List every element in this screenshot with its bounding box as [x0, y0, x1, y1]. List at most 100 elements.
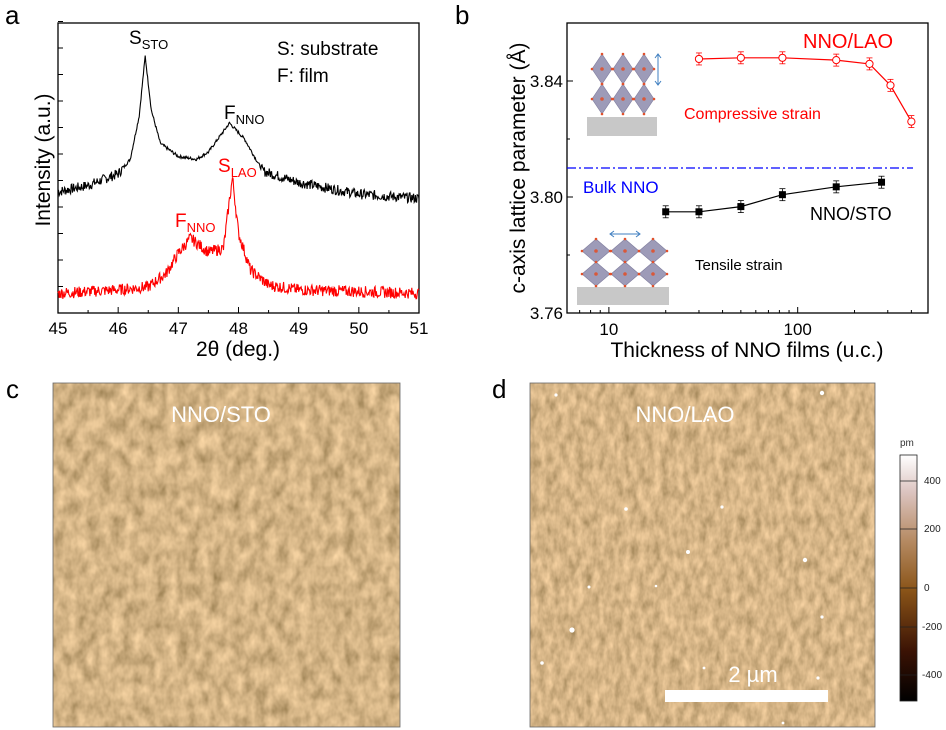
atom [651, 260, 655, 264]
series-line [665, 181, 882, 213]
atom [609, 249, 613, 253]
lattice-chart: 10 100 3.76 3.80 3.84 Thickness of NNO films… [507, 22, 929, 362]
atom [651, 249, 655, 253]
data-point [736, 53, 745, 62]
data-point [737, 203, 745, 211]
atom [590, 97, 594, 101]
xrd-curve-lao [57, 177, 420, 300]
x-tick-label: 49 [289, 319, 308, 338]
data-point [907, 117, 916, 126]
afm-particles [540, 390, 825, 725]
x-tick-label: 100 [784, 320, 812, 339]
atom [623, 260, 627, 264]
atom [642, 112, 646, 116]
colorbar-tick: 400 [924, 476, 941, 487]
atom [590, 67, 594, 71]
data-point [865, 59, 874, 68]
legend-film: F: film [277, 66, 329, 87]
atom [642, 67, 646, 71]
annotation-f-nno-black: FNNO [224, 103, 265, 127]
y-axis-label-a: Intensity (a.u.) [32, 93, 55, 226]
x-tick-label: 10 [599, 320, 618, 339]
x-tick-label: 48 [229, 319, 248, 338]
compressive-lattice-inset [587, 52, 662, 136]
atom [580, 249, 584, 253]
atom [621, 112, 625, 116]
atom [600, 97, 604, 101]
bulk-nno-label: Bulk NNO [583, 178, 659, 197]
data-point [662, 208, 670, 216]
horizontal-strain-arrow-icon [609, 230, 641, 238]
atom [594, 260, 598, 264]
series-label-sto: NNO/STO [810, 204, 892, 224]
panel-label-a: a [5, 0, 20, 30]
data-point [694, 54, 704, 64]
x-tick-label: 46 [109, 319, 128, 338]
atom [594, 249, 598, 253]
atom [594, 237, 598, 241]
atom [621, 52, 625, 56]
atom [642, 82, 646, 86]
atom [651, 272, 655, 276]
vertical-strain-arrow-icon [654, 53, 662, 86]
atom [665, 272, 669, 276]
colorbar-tick: 0 [924, 583, 930, 594]
x-axis-label-a: 2θ (deg.) [196, 338, 280, 361]
data-point [832, 183, 840, 191]
atom [611, 67, 615, 71]
x-tick-label: 50 [349, 319, 368, 338]
height-colorbar: pm 400 200 0 -200 -400 [899, 438, 942, 702]
scale-bar [665, 690, 828, 702]
atom [621, 97, 625, 101]
atom [637, 249, 641, 253]
atom [632, 67, 636, 71]
atom [594, 284, 598, 288]
tensile-strain-label: Tensile strain [695, 257, 783, 274]
series-label-lao: NNO/LAO [803, 31, 893, 53]
data-point [778, 53, 787, 62]
afm-label-sto: NNO/STO [171, 402, 271, 427]
colorbar-tick: -200 [922, 622, 942, 633]
colorbar-tick: 200 [924, 524, 941, 535]
xrd-chart: 45 46 47 48 49 50 51 2θ (deg.) Intensity (a.u.… [32, 21, 429, 361]
legend-substrate: S: substrate [277, 39, 378, 60]
atom [637, 272, 641, 276]
afm-image-lao: NNO/LAO 2 µm [529, 382, 876, 728]
atom [651, 284, 655, 288]
data-point [878, 178, 886, 186]
x-tick-label: 51 [410, 319, 429, 338]
atom [623, 237, 627, 241]
atom [652, 97, 656, 101]
atom [623, 284, 627, 288]
atom [621, 82, 625, 86]
colorbar-unit: pm [900, 438, 914, 449]
atom [609, 272, 613, 276]
substrate [587, 117, 657, 136]
compressive-strain-label: Compressive strain [684, 106, 821, 123]
annotation-s-lao: SLAO [218, 156, 257, 180]
atom [652, 67, 656, 71]
afm-label-lao: NNO/LAO [635, 402, 734, 427]
atom [665, 249, 669, 253]
scale-bar-label: 2 µm [728, 662, 777, 687]
atom [642, 97, 646, 101]
colorbar-tick: -400 [922, 670, 942, 681]
atom [632, 97, 636, 101]
data-point [695, 208, 703, 216]
panel-label-c: c [6, 374, 19, 404]
y-tick-label: 3.76 [530, 304, 563, 323]
atom [621, 67, 625, 71]
xrd-curve-sto [57, 55, 420, 205]
y-tick-label: 3.80 [530, 188, 563, 207]
atom [651, 237, 655, 241]
atom [623, 272, 627, 276]
panel-label-d: d [492, 374, 506, 404]
y-tick-label: 3.84 [530, 72, 563, 91]
afm-image-sto: NNO/STO [52, 382, 401, 728]
atom [623, 249, 627, 253]
substrate [577, 287, 669, 305]
annotation-s-sto: SSTO [129, 28, 168, 52]
atom [642, 52, 646, 56]
atom [600, 67, 604, 71]
